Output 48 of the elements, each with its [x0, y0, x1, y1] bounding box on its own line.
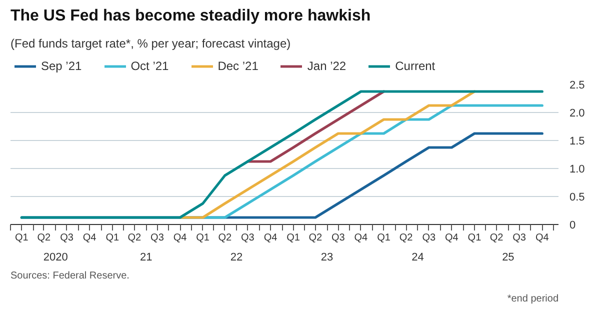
legend-label: Dec ’21	[218, 59, 258, 73]
x-tick-label: Q2	[490, 232, 504, 244]
x-tick-label: Q4	[445, 232, 459, 244]
x-tick-label: Q1	[377, 232, 391, 244]
x-tick-label: Q3	[331, 232, 346, 244]
x-tick-label: Q2	[218, 232, 232, 244]
x-tick-label: Q1	[196, 232, 210, 244]
x2-tick-label: 21	[140, 252, 152, 264]
x2-tick-label: 24	[412, 252, 424, 264]
x-tick-label: Q4	[173, 232, 188, 244]
x-tick-label: Q4	[264, 232, 278, 244]
x-tick-label: Q3	[150, 232, 164, 244]
chart-subtitle: (Fed funds target rate*, % per year; forecast vintage)	[10, 36, 291, 50]
source-note: Sources: Federal Reserve.	[10, 270, 130, 282]
y-tick-label: 1.0	[570, 164, 585, 176]
x-tick-label: Q1	[106, 232, 120, 244]
text: *end period	[507, 294, 559, 304]
y-tick-label: 0	[570, 220, 576, 232]
y-tick-label: 0.5	[570, 192, 585, 204]
x2-tick-label: 22	[230, 252, 243, 264]
legend-label: Jan ’22	[307, 59, 346, 73]
x2-tick-label: 25	[502, 252, 514, 264]
chart-title: The US Fed has become steadily more hawkish	[10, 8, 371, 24]
x-tick-label: Q2	[308, 232, 322, 244]
y-tick-label: 2.5	[570, 80, 585, 92]
x-tick-label: Q3	[241, 232, 255, 244]
x-tick-label: Q1	[468, 232, 482, 244]
x-tick-label: Q2	[399, 232, 414, 244]
x-tick-label: Q2	[37, 232, 52, 244]
x2-tick-label: 23	[320, 252, 334, 264]
x2-tick-label: 2020	[43, 252, 68, 264]
legend-label: Oct ’21	[130, 59, 169, 73]
x-tick-label: Q4	[535, 232, 550, 244]
line-series	[20, 90, 544, 219]
legend-label: Current	[395, 59, 436, 73]
legend-label: Sep ’21	[41, 59, 82, 73]
x-tick-label: Q4	[82, 232, 97, 244]
line-series	[178, 90, 476, 219]
x-tick-label: Q4	[354, 232, 368, 244]
y-tick-label: 2.0	[570, 108, 585, 120]
x-tick-label: Q1	[14, 232, 29, 244]
y-tick-label: 1.5	[570, 136, 585, 148]
x-tick-label: Q3	[60, 232, 74, 244]
x-tick-label: Q2	[128, 232, 142, 244]
x-tick-label: Q3	[422, 232, 436, 244]
x-tick-label: Q1	[286, 232, 300, 244]
x-tick-label: Q3	[512, 232, 526, 244]
line-series	[246, 90, 386, 163]
